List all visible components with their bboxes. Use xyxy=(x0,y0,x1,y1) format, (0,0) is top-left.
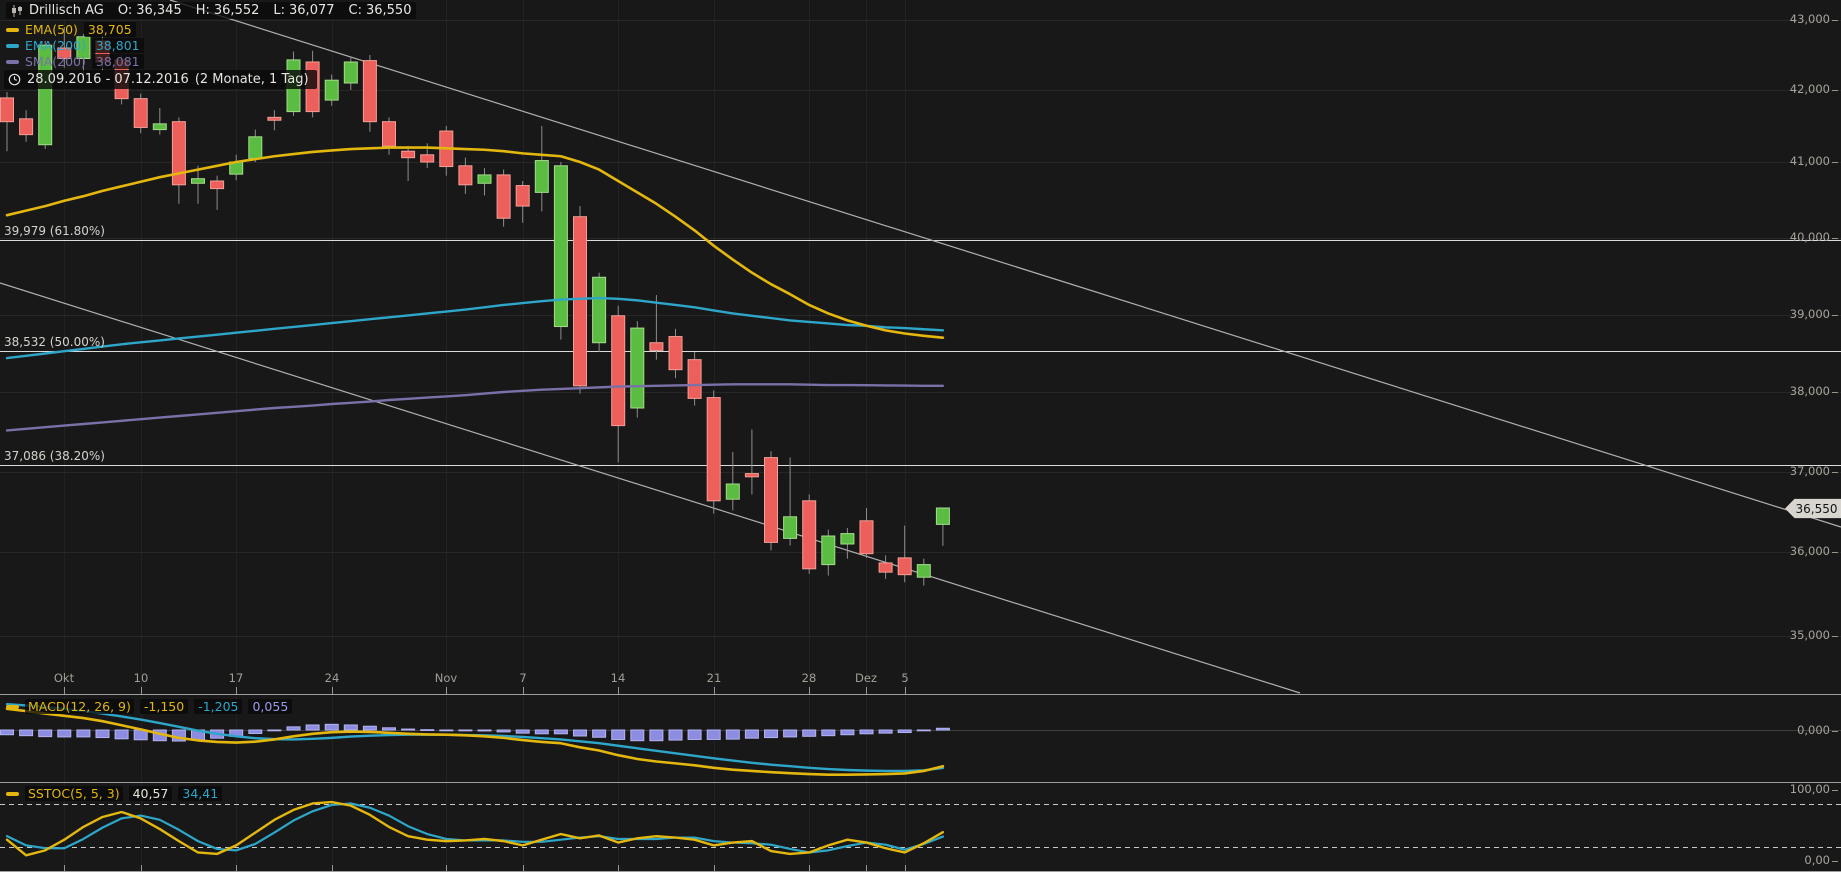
instrument-header: Drillisch AG O: 36,345 H: 36,552 L: 36,077 … xyxy=(6,2,417,19)
time-axis-label: 28 xyxy=(801,671,817,685)
close-label: C: xyxy=(348,3,362,18)
time-axis-label: 17 xyxy=(228,671,244,685)
time-axis-label: Okt xyxy=(53,671,75,685)
time-axis-label: Dez xyxy=(855,671,877,685)
sstoc-d-value: 34,41 xyxy=(178,786,223,801)
macd-value: -1,150 xyxy=(139,699,189,714)
high-value: 36,552 xyxy=(213,3,260,18)
ema50-value: 38,705 xyxy=(83,22,136,37)
ema200-line-icon xyxy=(6,43,19,48)
ema200-label: EMA(200) xyxy=(25,38,86,53)
macd-signal-value: -1,205 xyxy=(194,699,243,714)
time-axis-label: 5 xyxy=(901,671,909,685)
time-axis-label: 14 xyxy=(610,671,626,685)
macd-hist-value: 0,055 xyxy=(248,699,293,714)
high-label: H: xyxy=(195,3,210,18)
price-axis-label: 36,000 xyxy=(1789,544,1830,558)
time-axis-label: 7 xyxy=(519,671,527,685)
clock-icon xyxy=(8,73,21,86)
macd-line-icon xyxy=(6,704,19,709)
date-range-selector[interactable]: 28.09.2016 - 07.12.2016 (2 Monate, 1 Tag… xyxy=(4,70,317,89)
price-axis-label: 40,000 xyxy=(1789,230,1830,244)
legend-item-sstoc[interactable]: SSTOC(5, 5, 3) 40,57 34,41 xyxy=(6,786,223,801)
sstoc-100-axis-label: 100,00 xyxy=(1789,782,1830,796)
open-label: O: xyxy=(117,3,133,18)
legend-item-sma200[interactable]: SMA(200) 38,081 xyxy=(6,54,144,69)
fib-level-label-50-00: 38,532 (50.00%) xyxy=(4,335,105,349)
open-value: 36,345 xyxy=(136,3,182,18)
fib-level-label-38-20: 37,086 (38.20%) xyxy=(4,449,105,463)
sma200-line-icon xyxy=(6,59,19,64)
legend-item-ema200[interactable]: EMA(200) 38,801 xyxy=(6,38,144,53)
last-price-tag: 36,550 xyxy=(1785,498,1841,519)
price-axis-label: 37,000 xyxy=(1789,464,1830,478)
time-axis-label: Nov xyxy=(434,671,458,685)
sstoc-line-icon xyxy=(6,791,19,796)
price-axis-label: 38,000 xyxy=(1789,384,1830,398)
time-axis-label: 24 xyxy=(324,671,340,685)
sstoc-label: SSTOC(5, 5, 3) xyxy=(25,786,123,801)
date-range-text: 28.09.2016 - 07.12.2016 xyxy=(27,72,189,87)
sma200-value: 38,081 xyxy=(91,54,144,69)
legend-item-ema50[interactable]: EMA(50) 38,705 xyxy=(6,22,136,37)
candlestick-instrument-icon xyxy=(11,4,23,17)
legend-item-macd[interactable]: MACD(12, 26, 9) -1,150 -1,205 0,055 xyxy=(6,699,293,714)
date-range-duration: (2 Monate, 1 Tag) xyxy=(194,72,309,87)
price-axis-label: 42,000 xyxy=(1789,82,1830,96)
low-label: L: xyxy=(273,3,286,18)
ema50-label: EMA(50) xyxy=(25,22,78,37)
price-axis-label: 35,000 xyxy=(1789,628,1830,642)
close-value: 36,550 xyxy=(365,3,412,18)
sstoc-k-value: 40,57 xyxy=(128,786,173,801)
price-axis-label: 41,000 xyxy=(1789,154,1830,168)
low-value: 36,077 xyxy=(289,3,335,18)
price-axis-label: 39,000 xyxy=(1789,307,1830,321)
macd-label: MACD(12, 26, 9) xyxy=(25,699,134,714)
time-axis-label: 21 xyxy=(706,671,722,685)
price-axis-label: 43,000 xyxy=(1789,12,1830,26)
time-axis-label: 10 xyxy=(133,671,149,685)
sstoc-0-axis-label: 0,00 xyxy=(1804,853,1830,867)
sma200-label: SMA(200) xyxy=(25,54,86,69)
macd-zero-axis-label: 0,000 xyxy=(1797,723,1830,737)
instrument-name: Drillisch AG xyxy=(29,3,104,18)
fib-level-label-61-80: 39,979 (61.80%) xyxy=(4,224,105,238)
ema50-line-icon xyxy=(6,27,19,32)
ema200-value: 38,801 xyxy=(91,38,144,53)
